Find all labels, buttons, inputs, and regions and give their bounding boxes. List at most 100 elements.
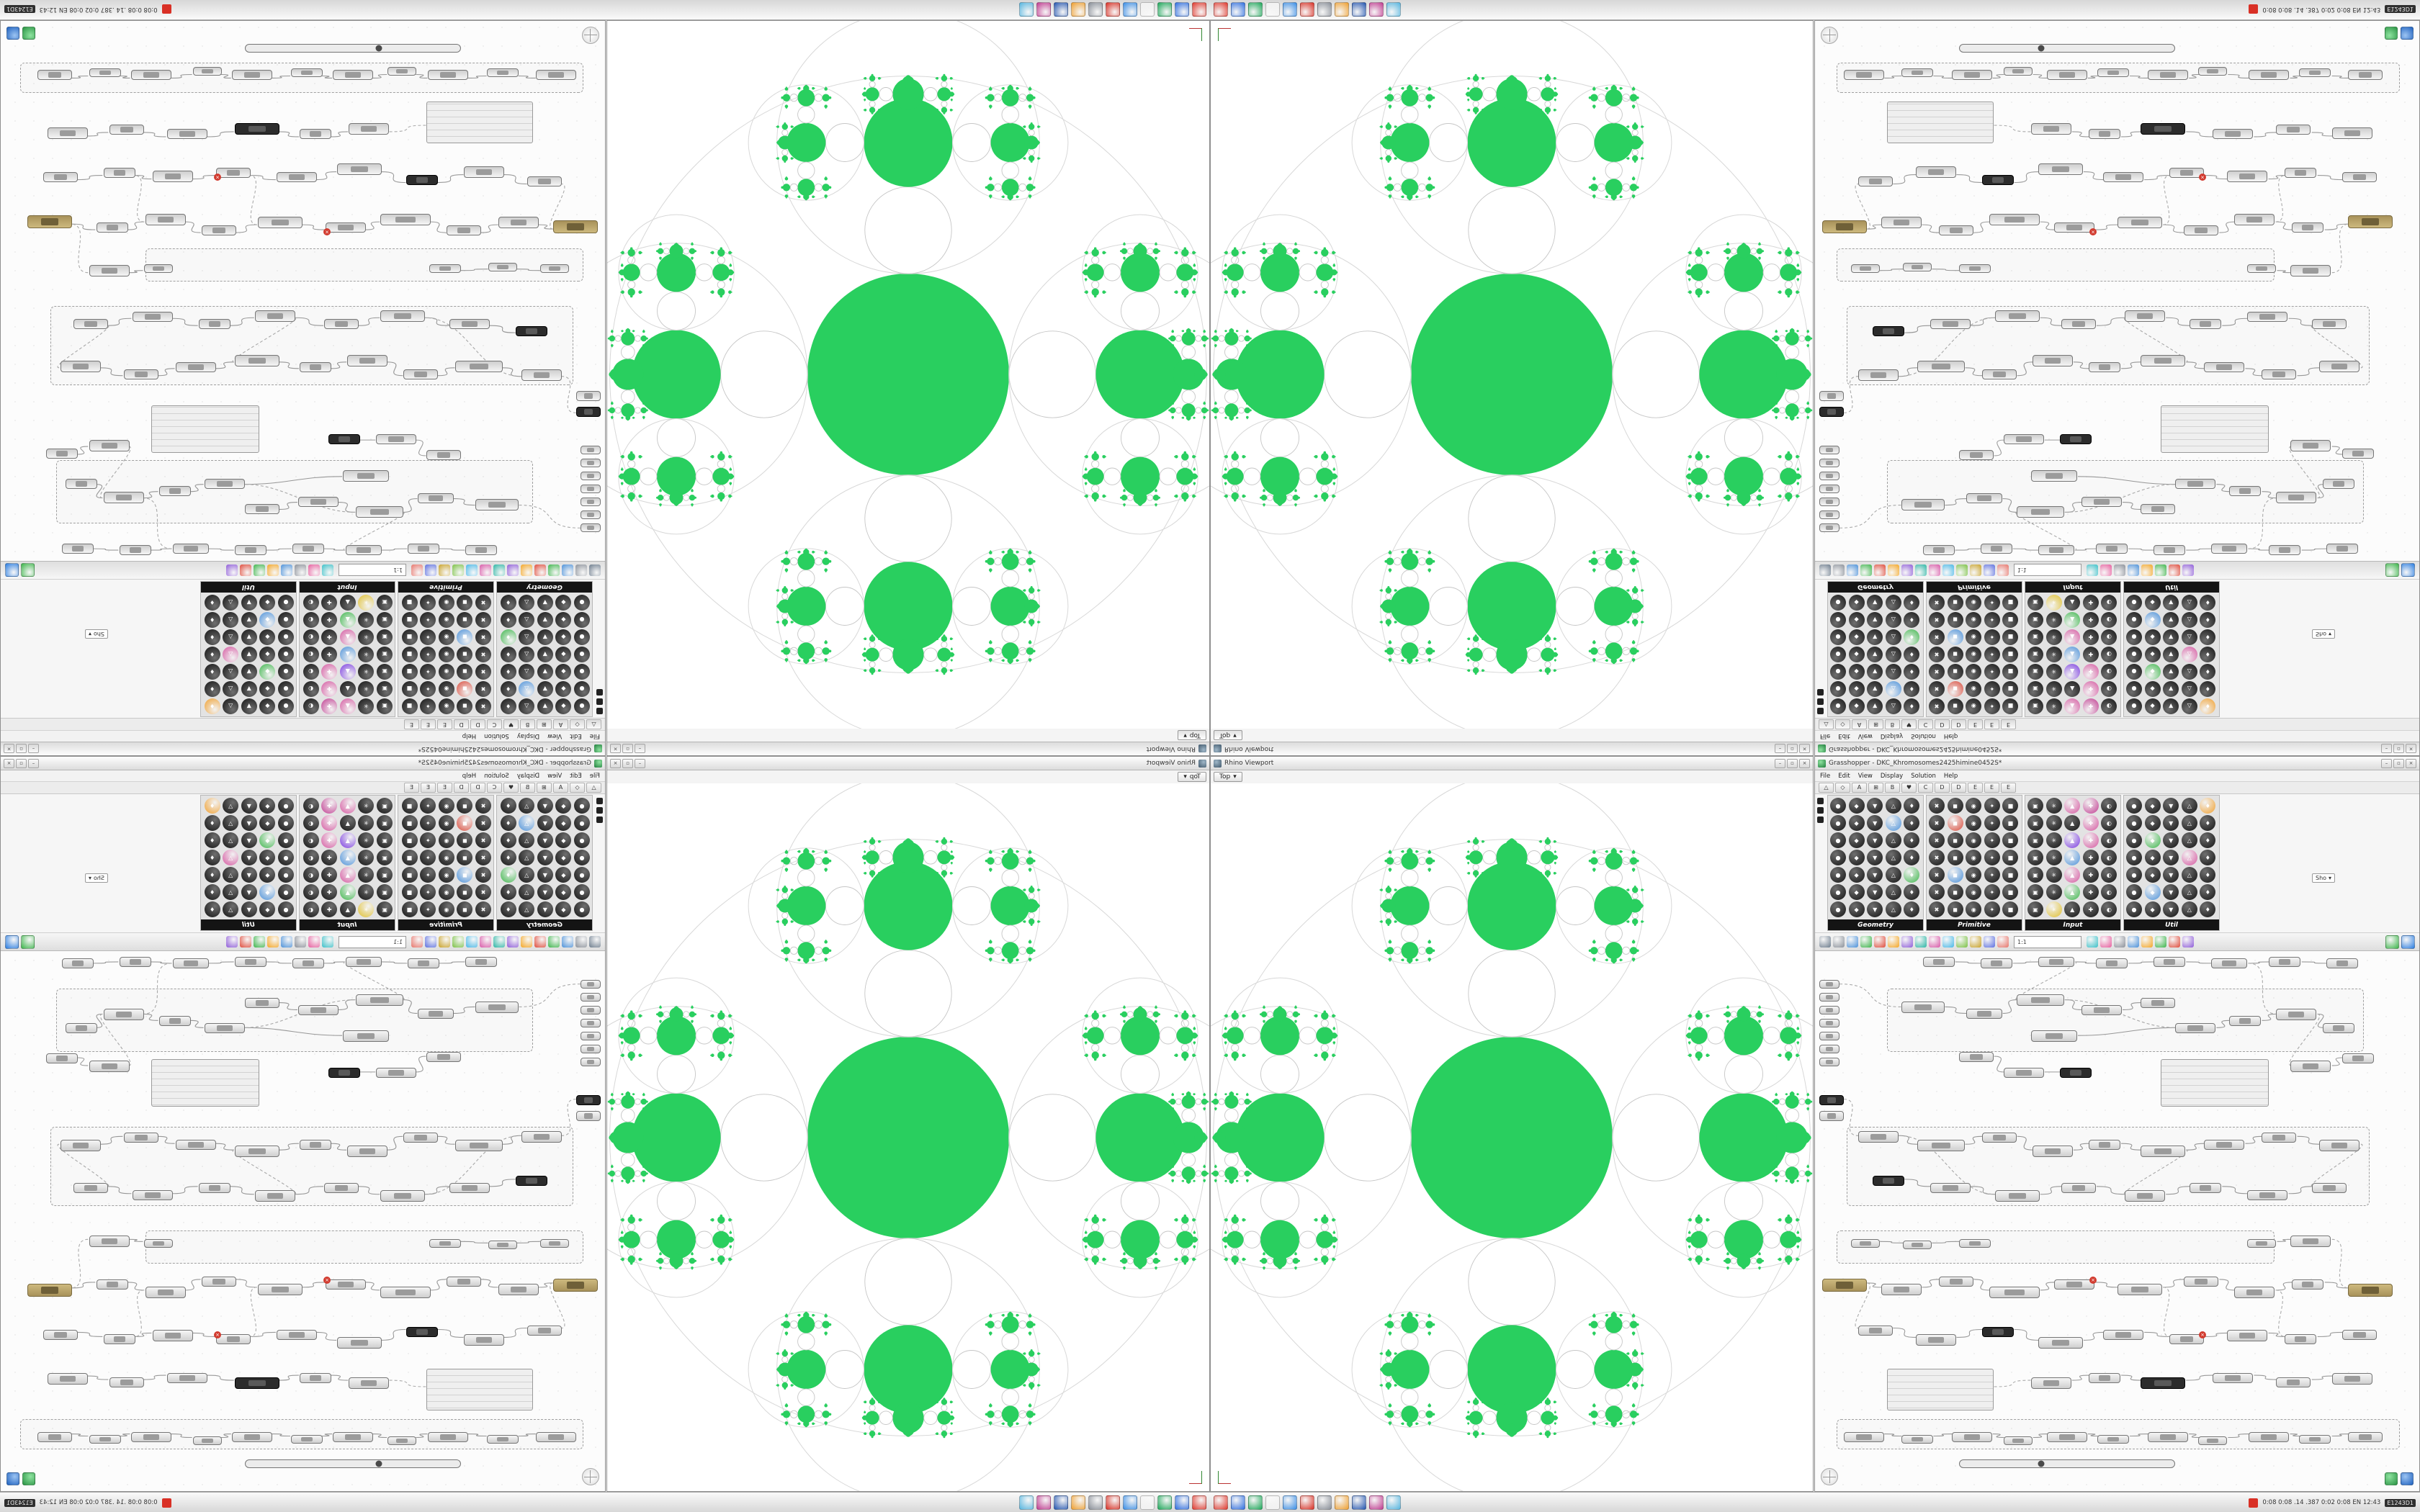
toolbar-icon-17[interactable] (281, 936, 292, 948)
toolbar-icon-20[interactable] (2169, 564, 2180, 576)
gh-node-s[interactable] (2125, 310, 2165, 322)
toolbar-icon-20[interactable] (2169, 936, 2180, 948)
taskbar-app-icon-7[interactable] (1335, 2, 1349, 17)
taskbar-app-icon-1[interactable] (1231, 1495, 1245, 1510)
taskbar-app-icon-5[interactable] (1106, 2, 1120, 17)
gh-node-s[interactable] (2213, 1373, 2253, 1383)
gh-node-s[interactable] (581, 485, 601, 493)
viewport-canvas[interactable] (1211, 783, 1813, 1491)
gh-node-s[interactable] (2285, 168, 2316, 178)
component-icon[interactable]: ▼ (537, 681, 553, 697)
preview-mode-icon[interactable] (21, 935, 35, 949)
gh-node-dark[interactable] (2060, 434, 2092, 444)
component-icon[interactable]: ● (574, 815, 590, 831)
component-icon[interactable]: ♦ (1904, 832, 1920, 848)
component-icon[interactable]: ✦ (420, 647, 436, 662)
gh-node-s[interactable] (2184, 1277, 2218, 1287)
component-icon[interactable]: ● (2126, 867, 2142, 883)
component-icon[interactable]: ♦ (204, 867, 220, 883)
zoom-indicator[interactable]: 1:1 (339, 564, 406, 577)
component-icon[interactable]: ▣ (377, 595, 393, 611)
component-icon[interactable]: ◆ (2144, 832, 2161, 848)
taskbar-app-icon-4[interactable] (1123, 2, 1137, 17)
component-icon[interactable]: ● (1830, 595, 1846, 611)
taskbar-app-icon-9[interactable] (1369, 1495, 1384, 1510)
component-icon[interactable]: ♦ (204, 832, 220, 848)
component-icon[interactable]: ✖ (475, 612, 491, 628)
component-icon[interactable]: ◉ (1966, 681, 1982, 697)
grasshopper-titlebar[interactable]: Grasshopper - DKC_Khromosomes2425himine0… (1815, 742, 2419, 755)
gh-node-dark[interactable] (1819, 1095, 1844, 1105)
component-icon[interactable]: ✦ (420, 901, 436, 917)
toolbar-icon-2[interactable] (1847, 936, 1858, 948)
component-icon[interactable]: ✚ (321, 884, 338, 900)
menu-help[interactable]: Help (1943, 772, 1958, 780)
gh-node-s[interactable] (347, 1146, 387, 1157)
component-icon[interactable]: ▼ (537, 612, 553, 628)
component-icon[interactable]: ✚ (321, 612, 338, 628)
category-tab-0[interactable]: △ (586, 719, 601, 729)
gh-node-s[interactable] (60, 361, 101, 372)
gh-node-s[interactable] (2342, 1053, 2374, 1063)
gh-node-s[interactable] (2326, 958, 2358, 968)
component-icon[interactable]: △ (519, 884, 535, 900)
component-icon[interactable]: ▼ (1867, 884, 1883, 900)
viewport-close-button[interactable]: × (610, 744, 621, 754)
component-icon[interactable]: ✦ (1984, 901, 2000, 917)
component-icon[interactable]: ● (574, 698, 590, 714)
gh-node-slider[interactable] (1959, 44, 2175, 53)
component-icon[interactable]: ◆ (555, 884, 572, 900)
component-icon[interactable]: ● (2126, 850, 2142, 865)
component-icon[interactable]: ✖ (1929, 798, 1945, 814)
component-icon[interactable]: ✖ (475, 867, 491, 883)
grasshopper-close-button[interactable]: × (2406, 744, 2416, 754)
component-icon[interactable]: ◐ (302, 815, 319, 831)
component-icon[interactable]: ♦ (500, 595, 516, 611)
component-icon[interactable]: ◉ (438, 698, 454, 714)
category-tab-7[interactable]: D (470, 719, 485, 729)
palette-side-buttons[interactable] (1817, 689, 1824, 714)
component-icon[interactable]: ◆ (259, 595, 276, 611)
component-icon[interactable]: ✦ (420, 681, 436, 697)
component-icon[interactable]: ✚ (2082, 698, 2099, 714)
component-icon[interactable]: ● (574, 867, 590, 883)
notification-icon[interactable] (2249, 4, 2259, 14)
gh-node-s[interactable] (2096, 544, 2128, 554)
component-icon[interactable]: ◐ (302, 647, 319, 662)
component-icon[interactable]: ● (574, 629, 590, 645)
component-icon[interactable]: ✳ (2045, 629, 2062, 645)
component-icon[interactable]: △ (223, 832, 239, 848)
gh-node-s[interactable] (1901, 68, 1933, 77)
component-icon[interactable]: ▲ (2064, 798, 2081, 814)
component-icon[interactable]: ✚ (321, 629, 338, 645)
component-icon[interactable]: ● (574, 664, 590, 680)
component-icon[interactable]: ◆ (259, 850, 276, 865)
component-icon[interactable]: ◐ (302, 867, 319, 883)
gh-node-s[interactable] (324, 1183, 359, 1193)
component-icon[interactable]: ● (574, 884, 590, 900)
gh-node-s[interactable] (418, 493, 454, 503)
menu-view[interactable]: View (547, 772, 563, 780)
component-icon[interactable]: ● (1830, 612, 1846, 628)
component-icon[interactable]: ▼ (241, 681, 257, 697)
component-icon[interactable]: ■ (2002, 884, 2019, 900)
component-icon[interactable]: ◐ (302, 832, 319, 848)
component-icon[interactable]: ● (2126, 612, 2142, 628)
gh-node-s[interactable] (2348, 70, 2383, 80)
component-icon[interactable]: ✖ (475, 850, 491, 865)
component-icon[interactable]: △ (2181, 815, 2197, 831)
component-icon[interactable]: ◼ (457, 884, 473, 900)
wireframe-mode-icon[interactable] (2401, 935, 2415, 949)
taskbar-app-icon-0[interactable] (1192, 2, 1206, 17)
component-icon[interactable]: ▼ (2163, 664, 2179, 680)
taskbar-app-icon-6[interactable] (1317, 2, 1332, 17)
gh-node-s[interactable] (465, 545, 497, 555)
gh-node-s[interactable] (356, 994, 403, 1006)
component-icon[interactable]: ▲ (339, 850, 356, 865)
gh-node-s[interactable] (2234, 1287, 2275, 1298)
gh-node-s[interactable] (176, 362, 216, 372)
component-icon[interactable]: △ (1885, 629, 1901, 645)
component-icon[interactable]: ♦ (2200, 901, 2216, 917)
gh-node-s[interactable] (1901, 499, 1945, 510)
gh-node-s[interactable] (488, 263, 517, 271)
